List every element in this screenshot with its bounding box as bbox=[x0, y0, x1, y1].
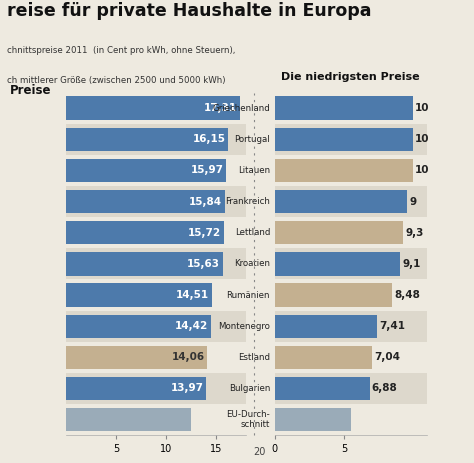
Text: Preise: Preise bbox=[9, 84, 51, 97]
Text: 10: 10 bbox=[415, 103, 429, 113]
Bar bbox=[66, 252, 223, 275]
Bar bbox=[56, 155, 256, 186]
Text: Litauen: Litauen bbox=[238, 166, 270, 175]
Text: Die niedrigsten Preise: Die niedrigsten Preise bbox=[282, 72, 420, 81]
Text: 7,04: 7,04 bbox=[374, 352, 400, 363]
Bar bbox=[56, 404, 256, 435]
Text: 9,1: 9,1 bbox=[402, 259, 421, 269]
Text: Kroatien: Kroatien bbox=[234, 259, 270, 269]
Bar bbox=[261, 373, 440, 404]
Text: Montenegro: Montenegro bbox=[218, 322, 270, 331]
Bar bbox=[66, 96, 239, 120]
Bar bbox=[275, 128, 413, 151]
Bar bbox=[275, 408, 351, 432]
Bar bbox=[56, 93, 256, 124]
Bar bbox=[66, 377, 206, 400]
Bar bbox=[261, 124, 440, 155]
Text: chnittspreise 2011  (in Cent pro kWh, ohne Steuern),: chnittspreise 2011 (in Cent pro kWh, ohn… bbox=[7, 46, 236, 55]
Text: ch mittlerer Größe (zwischen 2500 und 5000 kWh): ch mittlerer Größe (zwischen 2500 und 50… bbox=[7, 76, 226, 85]
Text: 10: 10 bbox=[415, 165, 429, 175]
Text: Rumänien: Rumänien bbox=[227, 291, 270, 300]
Bar bbox=[261, 404, 440, 435]
Bar bbox=[261, 186, 440, 217]
Text: 10: 10 bbox=[415, 134, 429, 144]
Text: 8,48: 8,48 bbox=[394, 290, 420, 300]
Bar bbox=[275, 252, 401, 275]
Bar bbox=[275, 221, 403, 244]
Text: Frankreich: Frankreich bbox=[225, 197, 270, 206]
Bar bbox=[66, 408, 191, 432]
Text: Griechenland: Griechenland bbox=[212, 104, 270, 113]
Bar bbox=[275, 190, 407, 213]
Text: 13,97: 13,97 bbox=[171, 383, 204, 394]
Bar bbox=[56, 311, 256, 342]
Text: Portugal: Portugal bbox=[235, 135, 270, 144]
Text: Lettland: Lettland bbox=[235, 228, 270, 237]
Bar bbox=[66, 190, 225, 213]
Text: 14,06: 14,06 bbox=[172, 352, 205, 363]
Text: 20: 20 bbox=[254, 447, 266, 457]
Bar bbox=[261, 155, 440, 186]
Bar bbox=[56, 373, 256, 404]
Bar bbox=[56, 280, 256, 311]
Text: Estland: Estland bbox=[238, 353, 270, 362]
Text: 15,97: 15,97 bbox=[191, 165, 224, 175]
Text: 7,41: 7,41 bbox=[379, 321, 405, 331]
Bar bbox=[275, 346, 372, 369]
Bar bbox=[56, 342, 256, 373]
Text: Bulgarien: Bulgarien bbox=[229, 384, 270, 393]
Bar bbox=[261, 311, 440, 342]
Bar bbox=[275, 159, 413, 182]
Text: 16,15: 16,15 bbox=[192, 134, 226, 144]
Bar bbox=[66, 283, 211, 307]
Bar bbox=[261, 248, 440, 280]
Text: 9,3: 9,3 bbox=[405, 228, 424, 238]
Bar bbox=[275, 283, 392, 307]
Text: 15,72: 15,72 bbox=[188, 228, 221, 238]
Bar bbox=[56, 217, 256, 248]
Text: 6,88: 6,88 bbox=[372, 383, 398, 394]
Bar bbox=[66, 221, 224, 244]
Bar bbox=[56, 124, 256, 155]
Text: EU-Durch-
schnitt: EU-Durch- schnitt bbox=[227, 410, 270, 429]
Bar bbox=[66, 159, 226, 182]
Bar bbox=[275, 96, 413, 120]
Bar bbox=[275, 314, 377, 338]
Bar bbox=[261, 280, 440, 311]
Text: 14,42: 14,42 bbox=[175, 321, 208, 331]
Bar bbox=[261, 342, 440, 373]
Bar bbox=[275, 377, 370, 400]
Text: reise für private Haushalte in Europa: reise für private Haushalte in Europa bbox=[7, 2, 372, 20]
Text: 9: 9 bbox=[410, 197, 417, 206]
Text: 14,51: 14,51 bbox=[176, 290, 209, 300]
Bar bbox=[56, 248, 256, 280]
Bar bbox=[56, 186, 256, 217]
Bar bbox=[261, 217, 440, 248]
Bar bbox=[66, 128, 228, 151]
Text: 17,31: 17,31 bbox=[204, 103, 237, 113]
Bar bbox=[66, 314, 210, 338]
Text: 15,63: 15,63 bbox=[187, 259, 220, 269]
Text: 15,84: 15,84 bbox=[189, 197, 222, 206]
Bar bbox=[261, 93, 440, 124]
Bar bbox=[66, 346, 207, 369]
